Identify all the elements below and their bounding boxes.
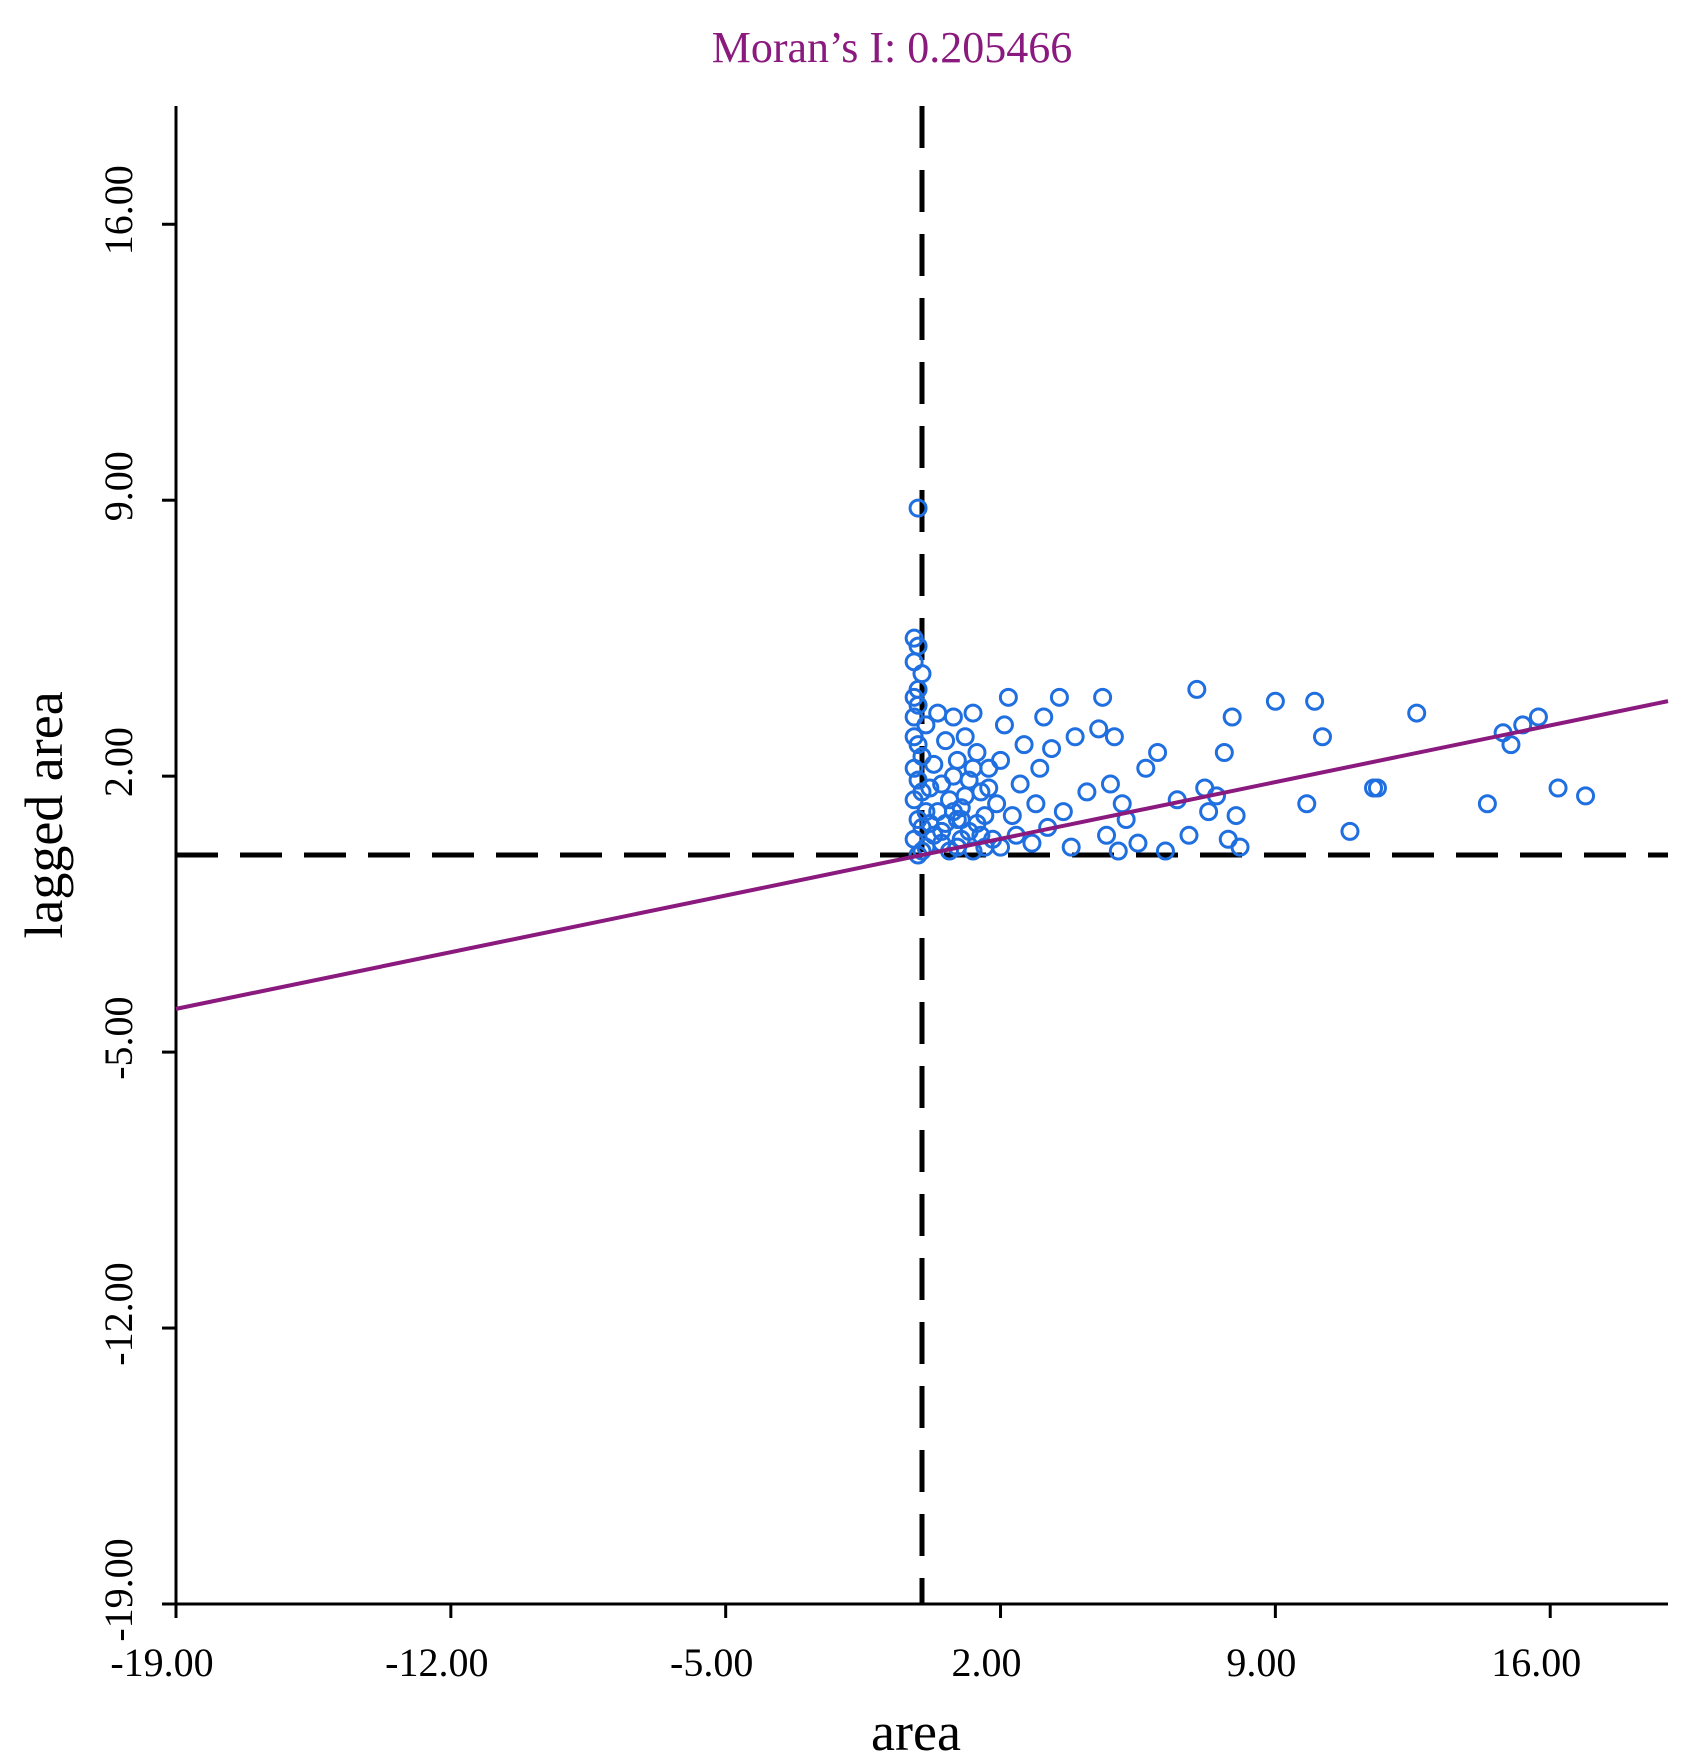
x-tick-label: 16.00 [1491, 1640, 1581, 1685]
data-point [947, 750, 967, 770]
data-point [1042, 739, 1062, 759]
data-point [1065, 727, 1085, 747]
data-point [1199, 802, 1219, 822]
x-tick-label: 2.00 [952, 1640, 1022, 1685]
data-point [1026, 794, 1046, 814]
x-tick-label: -5.00 [670, 1640, 753, 1685]
data-point [1030, 758, 1050, 778]
data-point [1093, 687, 1113, 707]
data-point [1089, 719, 1109, 739]
data-point [908, 695, 928, 715]
data-point [912, 841, 932, 861]
data-point [1230, 837, 1250, 857]
data-point [904, 758, 924, 778]
data-point [943, 707, 963, 727]
data-point [1187, 679, 1207, 699]
data-point [967, 813, 987, 833]
data-point [1100, 774, 1120, 794]
data-point [1155, 841, 1175, 861]
data-point [979, 778, 999, 798]
data-point [1367, 778, 1387, 798]
data-point [1061, 837, 1081, 857]
chart-title: Moran’s I: 0.205466 [712, 23, 1073, 72]
data-point [1214, 743, 1234, 763]
data-point [955, 727, 975, 747]
data-point [1340, 821, 1360, 841]
data-point [967, 743, 987, 763]
data-point [1148, 743, 1168, 763]
x-tick-label: 9.00 [1226, 1640, 1296, 1685]
regression-line [175, 699, 1669, 1011]
data-point [1034, 707, 1054, 727]
data-point [1128, 833, 1148, 853]
data-point [1312, 727, 1332, 747]
x-tick-label: -12.00 [385, 1640, 488, 1685]
x-tick-label: -19.00 [110, 1640, 213, 1685]
y-tick-label: -12.00 [96, 1262, 141, 1365]
data-point [1297, 794, 1317, 814]
data-point [932, 821, 952, 841]
data-point [963, 758, 983, 778]
y-tick-label: 16.00 [96, 165, 141, 255]
data-point [943, 802, 963, 822]
data-point [1265, 691, 1285, 711]
data-point [994, 715, 1014, 735]
y-tick-label: 9.00 [96, 451, 141, 521]
data-point [1528, 707, 1548, 727]
data-point [1049, 687, 1069, 707]
data-point [1053, 802, 1073, 822]
data-point [908, 735, 928, 755]
data-point [1226, 806, 1246, 826]
data-point [936, 731, 956, 751]
data-point [920, 778, 940, 798]
data-point [916, 715, 936, 735]
data-point [1576, 786, 1596, 806]
data-point [991, 750, 1011, 770]
data-point [1097, 825, 1117, 845]
data-point [1222, 707, 1242, 727]
data-point [1477, 794, 1497, 814]
data-point [1002, 806, 1022, 826]
data-point [987, 794, 1007, 814]
data-point [1104, 727, 1124, 747]
data-point [955, 786, 975, 806]
data-point [1014, 735, 1034, 755]
data-point [963, 703, 983, 723]
data-point [1112, 794, 1132, 814]
data-point [998, 687, 1018, 707]
data-point [1305, 691, 1325, 711]
data-point [1108, 841, 1128, 861]
data-point [1501, 735, 1521, 755]
data-point [1407, 703, 1427, 723]
data-point [1022, 833, 1042, 853]
data-point [924, 754, 944, 774]
y-tick-label: -19.00 [96, 1538, 141, 1641]
data-point [928, 703, 948, 723]
data-point [1136, 758, 1156, 778]
data-point [908, 498, 928, 518]
data-point [912, 664, 932, 684]
y-tick-label: -5.00 [96, 996, 141, 1079]
data-point [1179, 825, 1199, 845]
y-axis-title: lagged area [14, 691, 74, 938]
data-point [1077, 782, 1097, 802]
data-point [904, 790, 924, 810]
data-point [1548, 778, 1568, 798]
y-tick-label: 2.00 [96, 727, 141, 797]
x-axis-title: area [871, 1702, 961, 1762]
data-point [943, 766, 963, 786]
data-point [1010, 774, 1030, 794]
